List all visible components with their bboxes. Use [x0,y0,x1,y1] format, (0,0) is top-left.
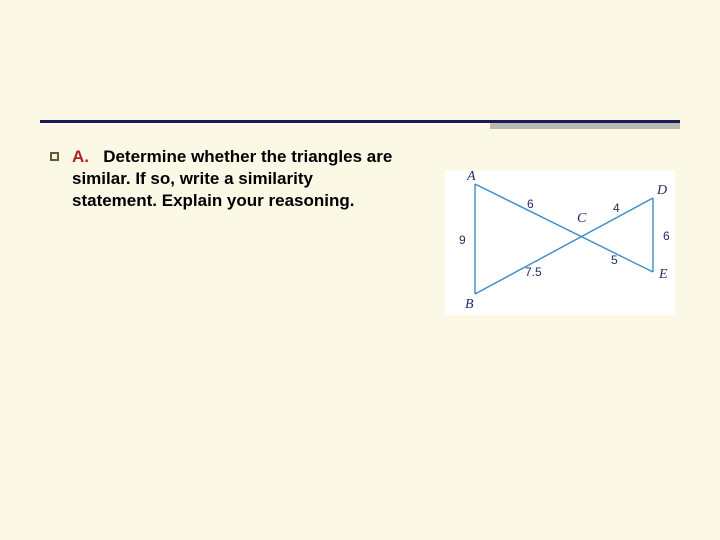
problem-label: A. [72,147,89,166]
vertex-label: B [465,297,474,312]
measure-label: 9 [459,233,466,247]
segment [475,198,653,294]
bullet-icon [50,152,59,161]
divider-shadow [490,123,680,129]
vertex-label: E [658,267,668,282]
measure-label: 7.5 [525,265,542,279]
measure-label: 5 [611,253,618,267]
vertex-label: C [577,211,587,226]
problem-text: A. Determine whether the triangles are s… [72,146,402,212]
figure-svg: A B C D E 9 6 7.5 4 5 6 [445,170,675,315]
measure-label: 4 [613,201,620,215]
segment [475,184,653,272]
measure-label: 6 [663,229,670,243]
problem-body: Determine whether the triangles are simi… [72,147,392,210]
measure-label: 6 [527,197,534,211]
triangle-figure: A B C D E 9 6 7.5 4 5 6 [445,170,675,315]
vertex-label: D [656,183,667,198]
vertex-label: A [466,170,476,184]
